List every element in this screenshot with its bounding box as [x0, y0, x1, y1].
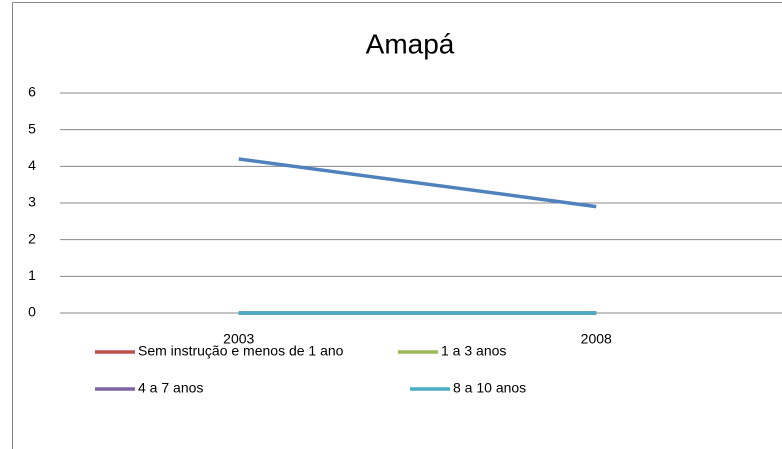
legend-label: Sem instrução e menos de 1 ano — [138, 343, 344, 359]
legend-label: 8 a 10 anos — [453, 380, 526, 396]
y-tick-label: 3 — [28, 194, 36, 210]
series-line — [238, 157, 597, 209]
y-tick-label: 5 — [28, 120, 36, 136]
legend-label: 4 a 7 anos — [138, 380, 203, 396]
x-tick-label: 2003 — [223, 331, 254, 347]
chart-title: Amapá — [366, 28, 455, 59]
y-tick-label: 4 — [28, 157, 36, 173]
x-tick-label: 2008 — [581, 331, 612, 347]
y-tick-label: 1 — [28, 267, 36, 283]
y-tick-label: 6 — [28, 84, 36, 100]
legend-label: 1 a 3 anos — [441, 343, 506, 359]
y-tick-label: 2 — [28, 230, 36, 246]
y-tick-label: 0 — [28, 304, 36, 320]
